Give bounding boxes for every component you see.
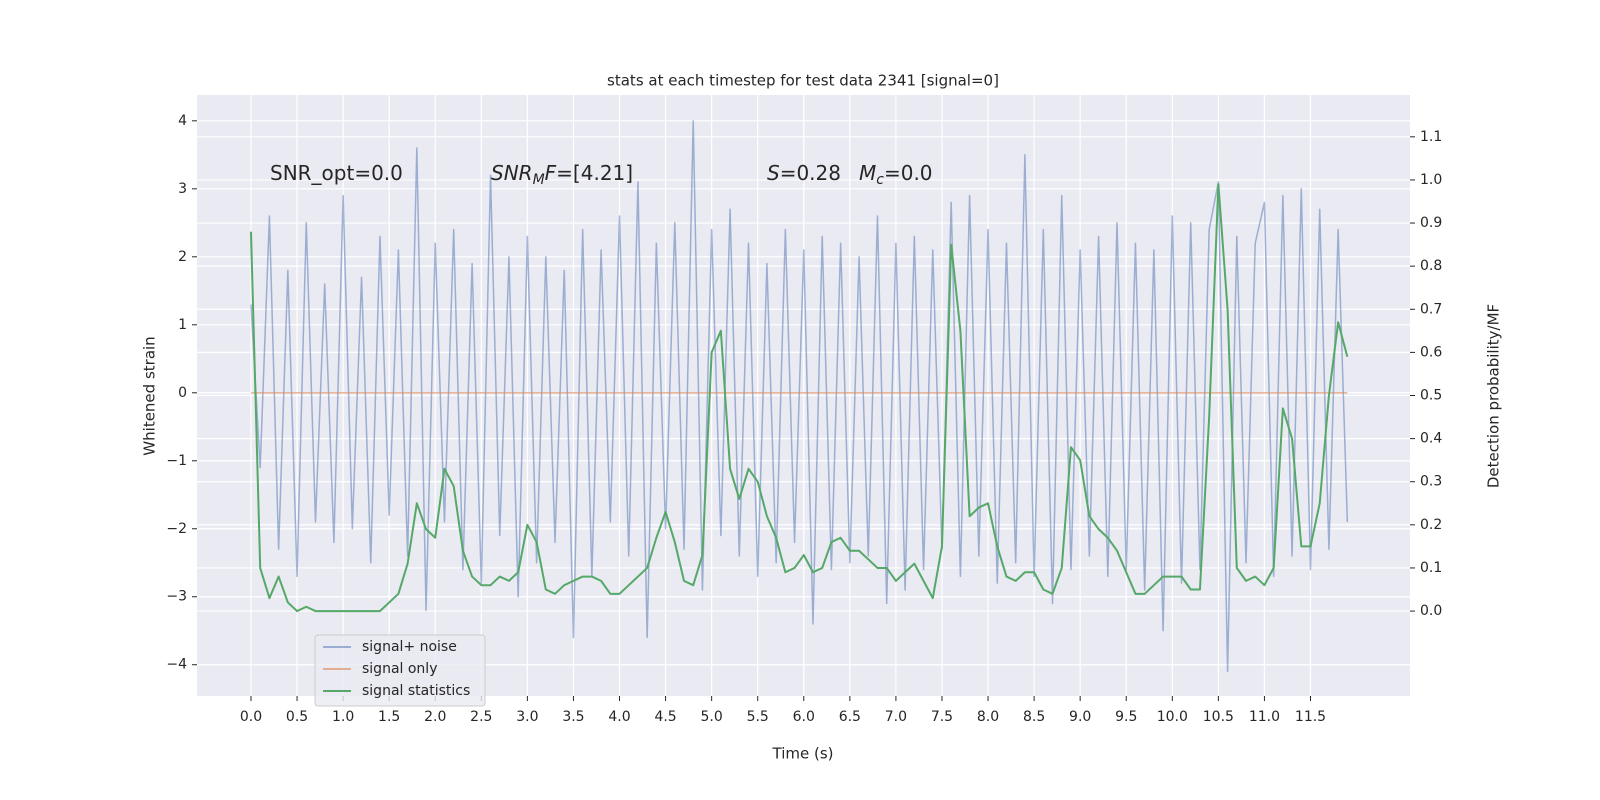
y-tick-label: −3 <box>166 589 187 605</box>
y-tick-label: 3 <box>178 181 187 197</box>
legend-label: signal+ noise <box>362 639 457 655</box>
x-tick-label: 9.5 <box>1115 709 1137 725</box>
x-tick-label: 5.0 <box>701 709 723 725</box>
y2-tick-label: 1.0 <box>1420 172 1442 188</box>
annotation-part: M <box>533 172 545 188</box>
legend-box <box>314 634 486 707</box>
y2-tick-label: 0.3 <box>1420 474 1442 490</box>
x-tick-label: 10.5 <box>1203 709 1234 725</box>
y-tick-label: 4 <box>178 113 187 129</box>
axes: 0.0 0.5 1.0 1.5 2.0 2.5 3.0 3.5 4.0 4.5 5.0 5.5 6.0 6… <box>166 113 1442 725</box>
annotation-part: =0.28 <box>780 161 841 185</box>
annotation-part: M <box>859 161 876 185</box>
annotation-part: =0.0 <box>884 161 933 185</box>
y2-tick-label: 0.6 <box>1420 344 1442 360</box>
y2-tick-label: 0.9 <box>1420 215 1442 231</box>
y-tick-label: 2 <box>178 249 187 265</box>
x-tick-label: 2.5 <box>470 709 492 725</box>
annotation-part: F <box>545 161 557 185</box>
x-tick-label: 6.5 <box>839 709 861 725</box>
x-tick-label: 8.5 <box>1023 709 1045 725</box>
x-tick-label: 4.5 <box>654 709 676 725</box>
annotation-part: SNR <box>491 161 533 185</box>
x-tick-label: 1.5 <box>378 709 400 725</box>
x-tick-label: 10.0 <box>1157 709 1188 725</box>
y2-tick-label: 0.7 <box>1420 301 1442 317</box>
x-tick-label: 3.5 <box>562 709 584 725</box>
annotation: SNRMF=[4.21] <box>491 161 633 189</box>
y-tick-label: 1 <box>178 317 187 333</box>
annotation: Mc=0.0 <box>859 161 933 189</box>
x-tick-label: 0.5 <box>286 709 308 725</box>
x-tick-label: 4.0 <box>608 709 630 725</box>
x-tick-label: 1.0 <box>332 709 354 725</box>
x-tick-label: 0.0 <box>240 709 262 725</box>
y2-tick-label: 0.1 <box>1420 560 1442 576</box>
y-tick-label: 0 <box>178 385 187 401</box>
annotation: S=0.28 <box>767 161 841 185</box>
legend-label: signal only <box>362 661 437 677</box>
y2-tick-label: 0.2 <box>1420 517 1442 533</box>
x-tick-label: 2.0 <box>424 709 446 725</box>
y2-axis-label: Detection probability/MF <box>1485 304 1503 488</box>
annotation-part: =[4.21] <box>556 161 633 185</box>
y2-tick-label: 1.1 <box>1420 129 1442 145</box>
x-tick-label: 6.0 <box>793 709 815 725</box>
y2-tick-label: 0.4 <box>1420 431 1442 447</box>
x-tick-label: 5.5 <box>747 709 769 725</box>
x-tick-label: 7.5 <box>931 709 953 725</box>
y2-tick-label: 0.0 <box>1420 603 1442 619</box>
y-axis-label: Whitened strain <box>141 336 159 455</box>
y2-tick-label: 0.8 <box>1420 258 1442 274</box>
x-tick-label: 8.0 <box>977 709 999 725</box>
x-tick-label: 11.5 <box>1295 709 1326 725</box>
annotation: SNR_opt=0.0 <box>270 161 403 185</box>
y2-tick-label: 0.5 <box>1420 388 1442 404</box>
series-line <box>249 183 1349 613</box>
annotation-part: c <box>876 172 884 188</box>
y-tick-label: −1 <box>166 453 187 469</box>
lines <box>249 120 1349 673</box>
x-tick-label: 7.0 <box>885 709 907 725</box>
annotation-part: S <box>767 161 780 185</box>
x-axis-label: Time (s) <box>772 745 834 763</box>
x-tick-label: 11.0 <box>1249 709 1280 725</box>
x-tick-label: 9.0 <box>1069 709 1091 725</box>
legend-label: signal statistics <box>362 683 470 699</box>
chart-title: stats at each timestep for test data 234… <box>607 72 999 90</box>
series-line <box>250 120 1349 673</box>
x-tick-label: 3.0 <box>516 709 538 725</box>
y-tick-label: −4 <box>166 657 187 673</box>
y-tick-label: −2 <box>166 521 187 537</box>
annotation-part: SNR_opt=0.0 <box>270 161 403 185</box>
